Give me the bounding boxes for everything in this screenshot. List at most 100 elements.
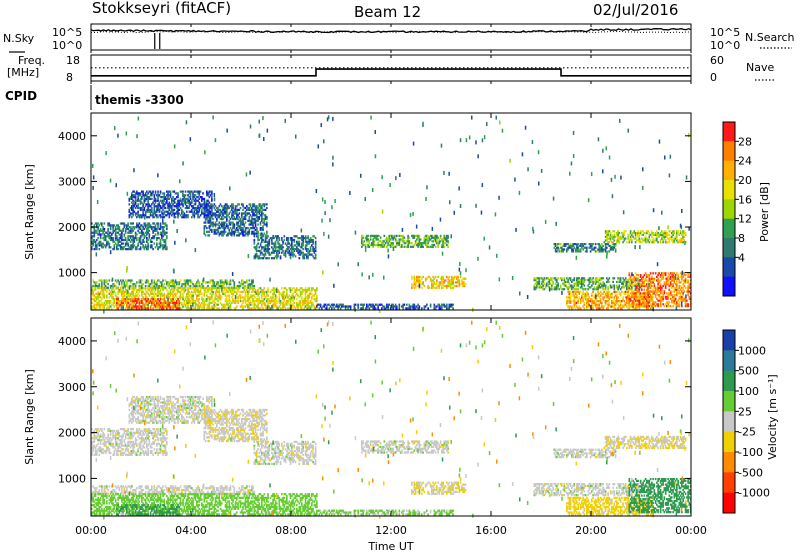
range-cell (302, 238, 304, 242)
range-cell (136, 192, 138, 195)
range-cell (238, 234, 241, 237)
range-cell (121, 292, 123, 295)
range-cell (301, 251, 303, 254)
range-cell (178, 212, 181, 215)
range-cell (577, 300, 579, 303)
range-cell (184, 214, 187, 217)
range-cell (284, 253, 287, 256)
range-cell (237, 228, 239, 232)
range-cell (304, 253, 307, 256)
range-cell (149, 292, 152, 295)
range-cell (271, 238, 273, 242)
range-cell (112, 237, 114, 240)
range-cell (259, 221, 262, 224)
range-cell (236, 212, 238, 215)
range-cell (214, 225, 217, 228)
range-cell (223, 232, 226, 235)
range-cell (287, 248, 289, 251)
range-cell (141, 298, 143, 301)
range-cell (448, 275, 451, 279)
range-cell (238, 281, 241, 284)
range-cell (362, 242, 364, 245)
range-cell (167, 298, 169, 301)
range-cell (257, 219, 259, 222)
range-cell (123, 290, 126, 294)
range-cell (386, 236, 388, 239)
range-cell (402, 307, 404, 310)
range-cell (418, 234, 421, 238)
range-cell (244, 281, 247, 284)
range-cell (98, 301, 101, 305)
range-cell (207, 205, 209, 208)
range-cell (307, 240, 309, 243)
range-cell (102, 231, 104, 234)
range-cell (151, 214, 153, 217)
range-cell (176, 203, 178, 206)
range-cell (263, 221, 266, 224)
range-cell (162, 244, 164, 247)
range-cell (149, 226, 152, 229)
range-cell (206, 208, 208, 212)
range-cell (439, 236, 442, 239)
range-cell (314, 255, 317, 258)
range-cell (136, 212, 138, 215)
range-cell (122, 246, 124, 249)
range-cell (153, 242, 156, 245)
range-cell (233, 227, 236, 230)
range-cell (264, 223, 267, 226)
range-cell (173, 199, 176, 202)
range-cell (103, 286, 106, 289)
range-cell (102, 227, 104, 231)
range-cell (147, 203, 149, 206)
range-cell (188, 206, 191, 210)
range-cell (244, 206, 247, 210)
range-cell (94, 296, 97, 299)
range-cell (117, 240, 119, 243)
range-cell (112, 229, 114, 232)
range-cell (108, 307, 111, 310)
range-cell (247, 206, 249, 210)
range-cell (116, 237, 118, 240)
range-cell (276, 238, 278, 242)
range-cell (109, 284, 112, 288)
range-cell (183, 194, 186, 197)
range-cell (276, 253, 278, 256)
range-cell (99, 222, 102, 225)
range-cell (113, 229, 116, 232)
range-cell (168, 216, 171, 219)
range-cell (132, 190, 134, 193)
range-cell (206, 227, 208, 230)
range-cell (242, 205, 244, 208)
range-cell (301, 242, 303, 245)
range-cell (132, 206, 134, 210)
range-cell (266, 237, 268, 240)
range-cell (167, 206, 169, 210)
range-cell (416, 234, 418, 238)
range-cell (203, 216, 206, 219)
range-cell (218, 227, 221, 230)
range-cell (151, 246, 153, 249)
range-cell (212, 214, 214, 217)
range-cell (144, 244, 147, 247)
range-cell (99, 305, 102, 308)
range-cell (193, 216, 196, 219)
range-cell (252, 284, 254, 288)
range-cell (97, 296, 99, 299)
range-cell (299, 249, 302, 253)
range-cell (203, 208, 206, 212)
nave-label: Nave (746, 61, 774, 74)
range-cell (184, 201, 187, 204)
range-cell (141, 300, 143, 303)
range-cell (128, 214, 131, 217)
range-cell (127, 222, 129, 225)
range-cell (231, 228, 233, 232)
range-cell (122, 229, 124, 232)
range-cell (198, 284, 201, 288)
range-cell (234, 208, 237, 212)
range-cell (159, 216, 162, 219)
range-cell (123, 246, 126, 249)
range-cell (223, 221, 226, 224)
range-cell (389, 243, 392, 247)
range-cell (94, 283, 97, 286)
range-cell (98, 287, 101, 290)
